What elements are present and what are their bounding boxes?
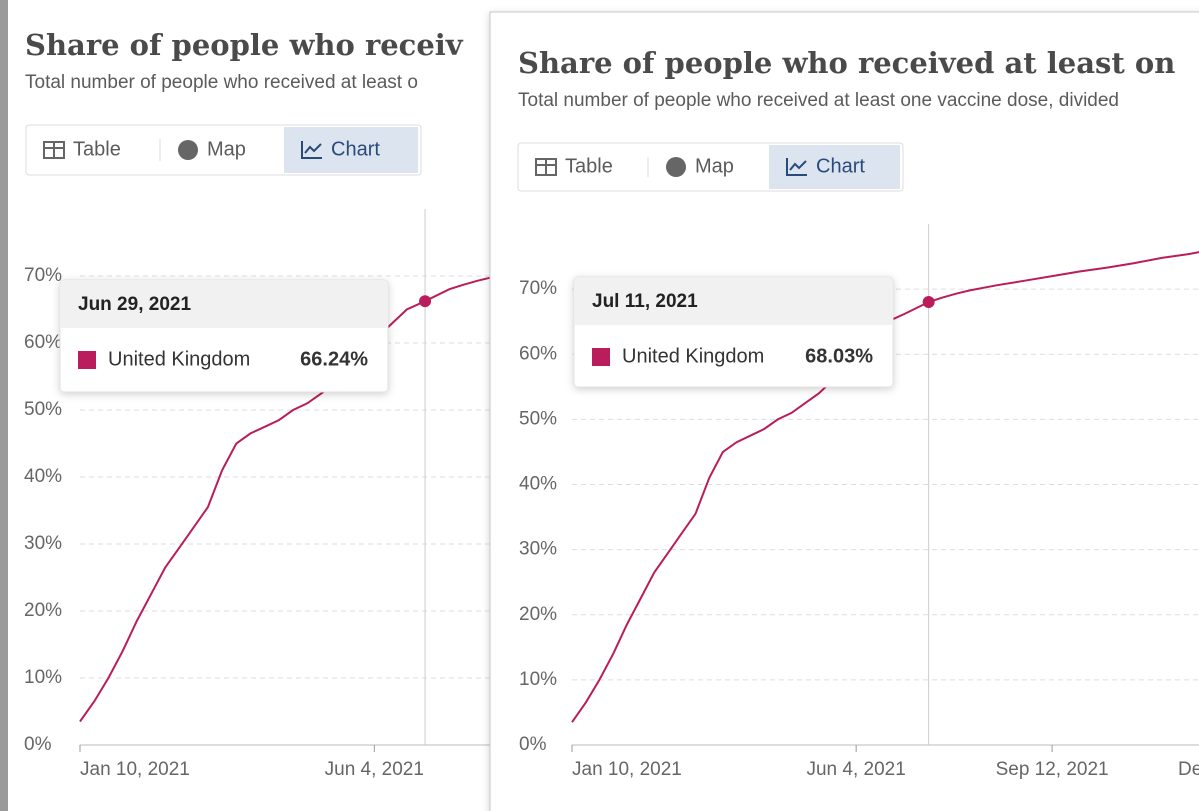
y-tick-label: 40% xyxy=(24,466,62,487)
tooltip-title: Jun 29, 2021 xyxy=(78,294,191,315)
tooltip-value: 68.03% xyxy=(805,345,873,367)
tab-active-bg xyxy=(769,145,900,189)
y-tick-label: 20% xyxy=(24,600,62,621)
tooltip-title: Jul 11, 2021 xyxy=(592,291,698,312)
chart-icon xyxy=(301,141,322,159)
y-tick-label: 0% xyxy=(519,734,547,755)
hover-point xyxy=(922,295,935,308)
y-tick-label: 30% xyxy=(24,533,62,554)
y-tick-label: 10% xyxy=(519,669,557,690)
window-edge xyxy=(0,0,8,811)
series-line xyxy=(79,276,490,723)
chart-icon xyxy=(786,158,807,176)
globe-icon xyxy=(666,157,686,177)
right-panel-background xyxy=(489,11,1199,811)
y-tick-label: 60% xyxy=(519,343,557,364)
x-tick-label: Sep 12, 2021 xyxy=(996,759,1109,780)
x-tick-label: De xyxy=(1178,759,1199,780)
tooltip-header xyxy=(61,281,387,328)
y-tick-label: 20% xyxy=(519,604,557,625)
tooltip-swatch xyxy=(592,348,610,366)
hover-point xyxy=(419,295,432,308)
tab-label[interactable]: Table xyxy=(73,138,121,160)
tooltip-series: United Kingdom xyxy=(622,345,764,367)
chart-subtitle: Total number of people who received at l… xyxy=(25,72,418,93)
tab-label[interactable]: Map xyxy=(207,138,246,160)
y-tick-label: 30% xyxy=(519,539,557,560)
x-tick-label: Jun 4, 2021 xyxy=(806,759,905,780)
y-tick-label: 10% xyxy=(24,667,62,688)
x-tick-label: Jun 4, 2021 xyxy=(325,759,424,780)
y-tick-label: 0% xyxy=(24,734,52,755)
chart-title: Share of people who received at least on xyxy=(518,46,1175,80)
tooltip-value: 66.24% xyxy=(300,348,368,370)
y-tick-label: 70% xyxy=(519,278,557,299)
left-panel: Share of people who receiv Total number o… xyxy=(24,28,490,780)
tooltip-header xyxy=(575,278,892,325)
y-tick-label: 60% xyxy=(24,332,62,353)
y-tick-label: 50% xyxy=(519,408,557,429)
tab-label[interactable]: Map xyxy=(695,155,734,177)
y-tick-label: 70% xyxy=(24,265,62,286)
y-tick-label: 40% xyxy=(519,474,557,495)
tooltip-swatch xyxy=(78,351,96,369)
chart-subtitle: Total number of people who received at l… xyxy=(518,90,1119,111)
x-tick-label: Jan 10, 2021 xyxy=(80,759,190,780)
chart-title: Share of people who receiv xyxy=(25,28,464,62)
tab-label[interactable]: Chart xyxy=(331,138,380,160)
y-tick-label: 50% xyxy=(24,399,62,420)
globe-icon xyxy=(178,140,198,160)
x-tick-label: Jan 10, 2021 xyxy=(572,759,682,780)
tab-label[interactable]: Table xyxy=(565,155,613,177)
tooltip-series: United Kingdom xyxy=(108,348,250,370)
right-panel: Share of people who received at least on… xyxy=(517,46,1199,780)
tab-label[interactable]: Chart xyxy=(816,155,865,177)
